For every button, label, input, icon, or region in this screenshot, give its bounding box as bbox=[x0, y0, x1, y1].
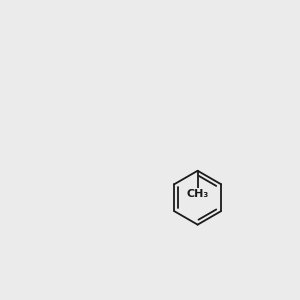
Text: CH₃: CH₃ bbox=[187, 189, 209, 199]
